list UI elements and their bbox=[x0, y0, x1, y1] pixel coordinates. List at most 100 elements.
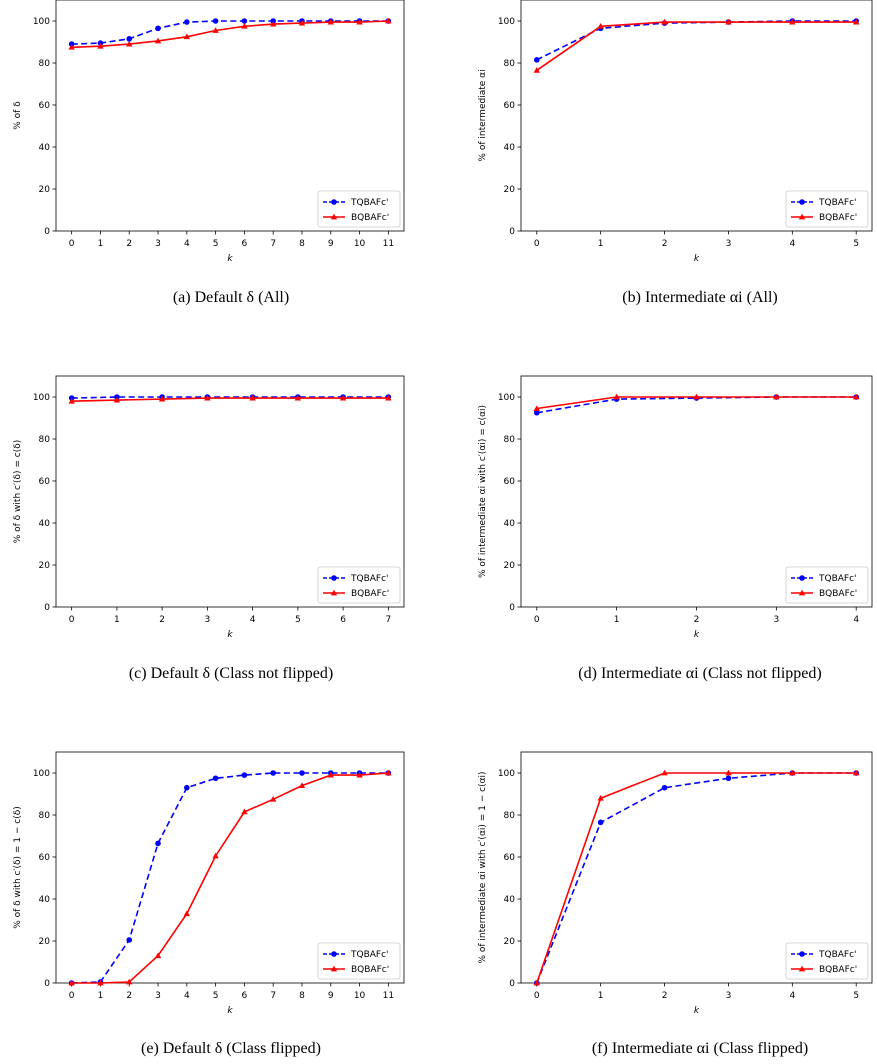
plot-frame bbox=[55, 751, 405, 984]
legend-label: TQBAFc' bbox=[350, 950, 389, 960]
y-tick-label: 100 bbox=[498, 393, 515, 403]
legend-box bbox=[317, 190, 401, 228]
legend-marker bbox=[799, 199, 805, 205]
data-point-bqbafc bbox=[339, 394, 347, 401]
x-tick-label: 2 bbox=[662, 239, 668, 249]
chart-caption: (f) Intermediate αi (Class flipped) bbox=[592, 1040, 808, 1057]
y-tick-label: 40 bbox=[39, 519, 51, 529]
y-tick-label: 80 bbox=[39, 811, 51, 821]
legend-marker bbox=[798, 589, 806, 596]
y-tick-label: 80 bbox=[504, 435, 516, 445]
legend-marker bbox=[331, 951, 337, 957]
data-point-bqbafc bbox=[126, 978, 133, 985]
data-point-tqbafc bbox=[184, 784, 190, 791]
data-point-bqbafc bbox=[126, 40, 133, 47]
legend-label: TQBAFc' bbox=[818, 198, 857, 208]
data-point-tqbafc bbox=[661, 784, 668, 791]
y-tick-label: 80 bbox=[504, 59, 516, 69]
x-tick-label: 5 bbox=[853, 991, 859, 1001]
chart-panel-1: 0 20 40 60 80 100 0 1 2 3 4 5 6 7 8 9 10 11 k % of δ TQBAFc'… bbox=[13, 0, 405, 306]
data-point-bqbafc bbox=[597, 23, 604, 29]
data-point-bqbafc bbox=[97, 43, 104, 49]
y-tick-label: 80 bbox=[504, 811, 516, 821]
y-tick-label: 60 bbox=[39, 853, 51, 863]
chart-panel-6: 0 20 40 60 80 100 0 1 2 3 4 5 k % of intermediate αi … bbox=[478, 751, 873, 1057]
data-point-bqbafc bbox=[294, 394, 302, 401]
y-tick-label: 60 bbox=[39, 477, 51, 487]
y-tick-label: 80 bbox=[39, 435, 51, 445]
series-line-bqbafc bbox=[71, 397, 389, 402]
series-line-tqbafc bbox=[71, 772, 389, 984]
data-point-tqbafc bbox=[725, 775, 732, 782]
x-tick-label: 1 bbox=[598, 239, 604, 249]
x-tick-label: 8 bbox=[299, 991, 305, 1001]
legend-marker bbox=[331, 199, 337, 205]
data-point-tqbafc bbox=[270, 770, 276, 776]
data-point-bqbafc bbox=[356, 771, 363, 778]
legend: TQBAFc' BQBAFc' bbox=[785, 190, 869, 228]
y-tick-label: 100 bbox=[33, 17, 50, 27]
legend-box bbox=[785, 942, 869, 980]
data-point-bqbafc bbox=[183, 33, 191, 40]
y-tick-label: 20 bbox=[504, 937, 516, 947]
x-tick-label: 6 bbox=[242, 239, 248, 249]
x-tick-label: 3 bbox=[773, 615, 779, 625]
legend-marker bbox=[798, 965, 806, 972]
chart-panel-3: 0 20 40 60 80 100 0 1 2 3 4 5 6 7 k % of δ with c′(δ) =… bbox=[13, 375, 405, 682]
data-point-bqbafc bbox=[773, 393, 780, 400]
y-tick-label: 0 bbox=[509, 979, 515, 989]
data-point-bqbafc bbox=[789, 769, 796, 776]
data-point-tqbafc bbox=[126, 36, 133, 42]
y-tick-label: 0 bbox=[509, 227, 515, 237]
y-tick-label: 60 bbox=[504, 853, 516, 863]
legend-label: BQBAFc' bbox=[351, 589, 389, 599]
chart-panel-2: 0 20 40 60 80 100 0 1 2 3 4 5 k % of intermediate αi T… bbox=[478, 0, 873, 306]
data-point-tqbafc bbox=[212, 18, 219, 24]
legend-marker bbox=[798, 213, 806, 220]
x-tick-label: 0 bbox=[69, 239, 75, 249]
series-line-bqbafc bbox=[536, 772, 857, 984]
legend: TQBAFc' BQBAFc' bbox=[317, 190, 401, 228]
x-tick-label: 4 bbox=[789, 991, 795, 1001]
plot-frame bbox=[520, 751, 873, 984]
legend: TQBAFc' BQBAFc' bbox=[317, 942, 401, 980]
data-point-bqbafc bbox=[693, 393, 700, 400]
y-axis-label: % of intermediate αi with c′(αi) = 1 − c… bbox=[478, 771, 488, 963]
x-tick-label: 9 bbox=[328, 239, 334, 249]
data-point-tqbafc bbox=[241, 772, 248, 778]
data-point-bqbafc bbox=[853, 393, 860, 400]
data-point-bqbafc bbox=[154, 37, 162, 44]
data-point-bqbafc bbox=[327, 18, 334, 25]
x-tick-label: 5 bbox=[295, 615, 301, 625]
y-tick-label: 100 bbox=[498, 17, 515, 27]
data-point-bqbafc bbox=[533, 67, 540, 73]
data-point-bqbafc bbox=[385, 769, 392, 776]
y-tick-label: 40 bbox=[504, 143, 516, 153]
legend-box bbox=[317, 566, 401, 604]
data-point-bqbafc bbox=[68, 979, 75, 986]
x-tick-label: 4 bbox=[184, 991, 190, 1001]
legend-marker bbox=[331, 575, 337, 581]
data-point-bqbafc bbox=[533, 979, 540, 986]
legend-label: TQBAFc' bbox=[818, 574, 857, 584]
legend-marker bbox=[330, 965, 338, 972]
x-tick-label: 1 bbox=[98, 239, 104, 249]
y-tick-label: 40 bbox=[504, 895, 516, 905]
x-tick-label: 1 bbox=[598, 991, 604, 1001]
data-point-bqbafc bbox=[597, 795, 604, 801]
x-tick-label: 10 bbox=[354, 991, 366, 1001]
x-tick-label: 7 bbox=[270, 991, 276, 1001]
legend-label: BQBAFc' bbox=[351, 965, 389, 975]
x-axis-label: k bbox=[227, 254, 233, 264]
y-tick-label: 20 bbox=[504, 561, 516, 571]
x-tick-label: 0 bbox=[69, 615, 75, 625]
data-point-bqbafc bbox=[113, 396, 121, 403]
x-tick-label: 0 bbox=[534, 239, 540, 249]
data-point-bqbafc bbox=[241, 808, 248, 815]
data-point-bqbafc bbox=[97, 979, 104, 986]
data-point-bqbafc bbox=[183, 910, 191, 917]
y-tick-label: 40 bbox=[39, 895, 51, 905]
legend-box bbox=[785, 566, 869, 604]
data-point-tqbafc bbox=[533, 409, 540, 416]
